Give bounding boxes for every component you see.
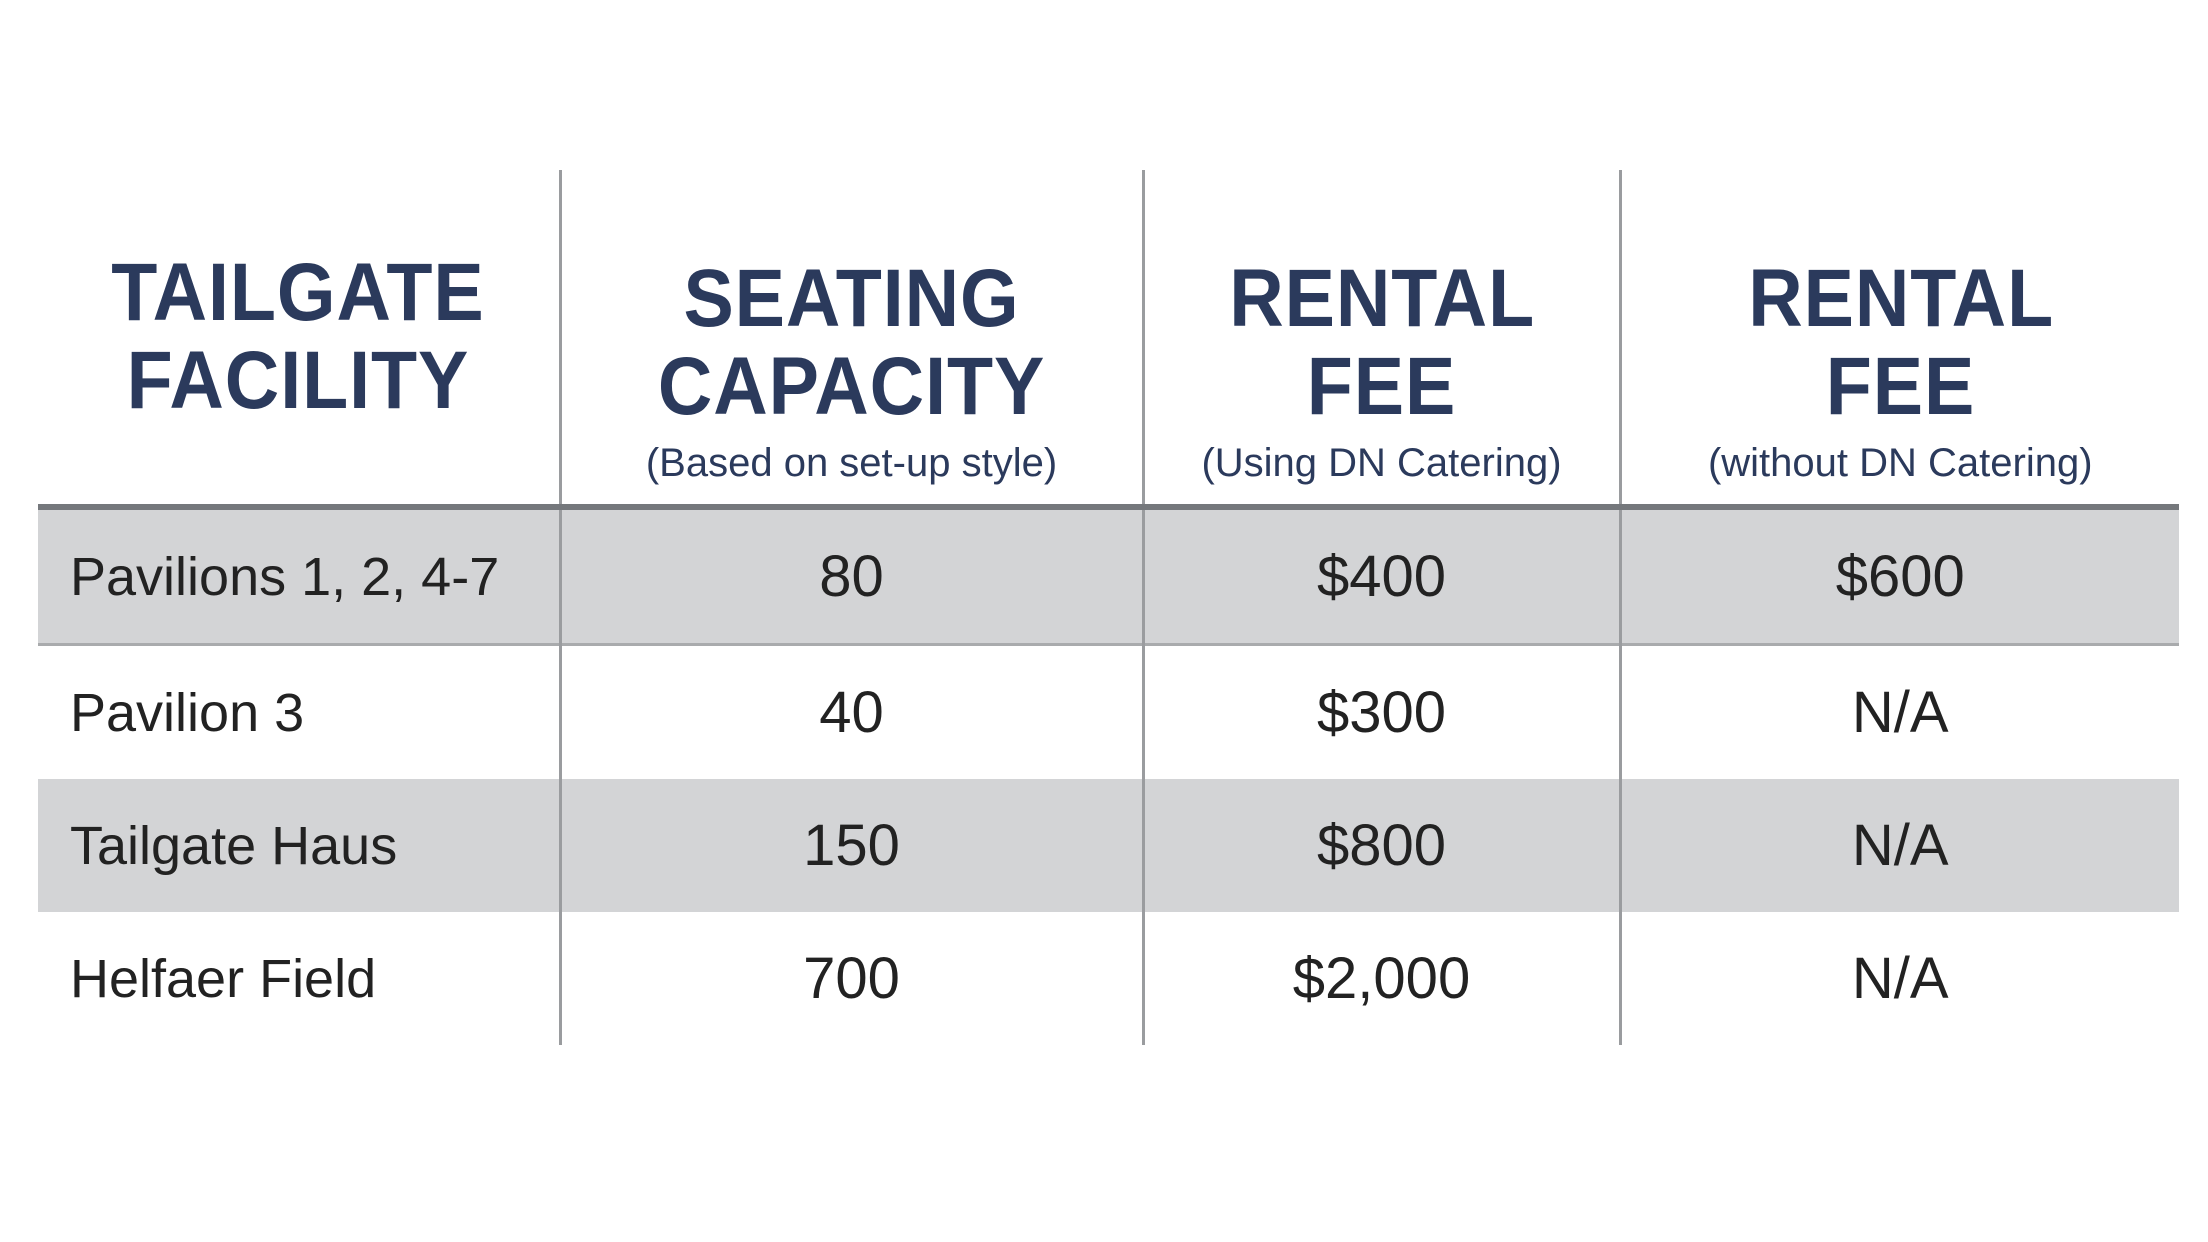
- table-container: TAILGATE FACILITY SEATING CAPACITY (Based …: [38, 170, 2179, 1045]
- header-title: RENTAL FEE: [1229, 253, 1536, 432]
- header-row: TAILGATE FACILITY SEATING CAPACITY (Based …: [38, 170, 2179, 507]
- column-header: SEATING CAPACITY (Based on set-up style): [558, 170, 1143, 507]
- table-cell: $400: [1141, 507, 1620, 645]
- facility-name: Helfaer Field: [70, 948, 377, 1009]
- rental-table: TAILGATE FACILITY SEATING CAPACITY (Based …: [38, 170, 2179, 1045]
- table-row: Pavilion 3 40 $300 N/A: [38, 644, 2179, 779]
- header-title: SEATING CAPACITY: [657, 253, 1046, 432]
- table-cell: 40: [558, 644, 1143, 779]
- column-header: TAILGATE FACILITY: [38, 170, 560, 507]
- header-subtitle: (Using DN Catering): [1201, 441, 1562, 485]
- header-title: RENTAL FEE: [1748, 253, 2054, 432]
- table-cell: 80: [558, 507, 1143, 645]
- column-header: RENTAL FEE (without DN Catering): [1618, 170, 2179, 507]
- facility-name: Pavilion 3: [70, 682, 305, 743]
- table-cell: N/A: [1618, 779, 2179, 912]
- table-cell: 150: [558, 779, 1143, 912]
- header-title: TAILGATE FACILITY: [111, 247, 485, 426]
- header-subtitle: (without DN Catering): [1707, 441, 2093, 485]
- table-cell: N/A: [1618, 912, 2179, 1045]
- table-cell: $800: [1141, 779, 1620, 912]
- table-row: Helfaer Field 700 $2,000 N/A: [38, 912, 2179, 1045]
- table-cell: $2,000: [1141, 912, 1620, 1045]
- table-cell: $600: [1618, 507, 2179, 645]
- table-cell: 700: [558, 912, 1143, 1045]
- table-cell: $300: [1141, 644, 1620, 779]
- table-cell: N/A: [1618, 644, 2179, 779]
- header-subtitle: (Based on set-up style): [645, 441, 1058, 485]
- table-row: Tailgate Haus 150 $800 N/A: [38, 779, 2179, 912]
- table-row: Pavilions 1, 2, 4-7 80 $400 $600: [38, 507, 2179, 645]
- facility-name: Pavilions 1, 2, 4-7: [70, 546, 500, 607]
- table-head: TAILGATE FACILITY SEATING CAPACITY (Based …: [38, 170, 2179, 507]
- facility-name: Tailgate Haus: [70, 815, 398, 876]
- table-body: Pavilions 1, 2, 4-7 80 $400 $600 Pavilion 3 4…: [38, 507, 2179, 1045]
- column-header: RENTAL FEE (Using DN Catering): [1141, 170, 1620, 507]
